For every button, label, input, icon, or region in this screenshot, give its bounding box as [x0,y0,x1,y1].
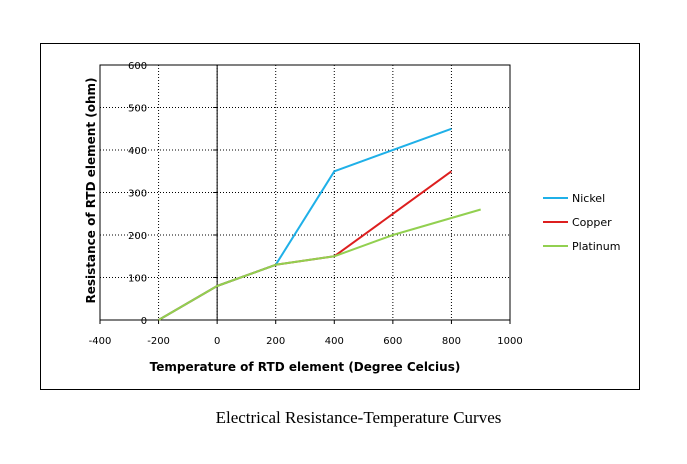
x-tick-label: 800 [442,336,461,347]
x-tick-label: 1000 [497,336,522,347]
legend-label-nickel: Nickel [572,192,605,205]
x-tick-label: 0 [214,336,220,347]
y-tick-label: 0 [141,316,147,327]
x-tick-label: 600 [383,336,402,347]
series-line-platinum [158,208,481,321]
y-tick-label: 300 [128,189,147,200]
x-tick-label: -200 [147,336,170,347]
figure-caption: Electrical Resistance-Temperature Curves [215,408,502,427]
legend-label-platinum: Platinum [572,240,620,253]
y-tick-label: 500 [128,104,147,115]
y-tick-label: 600 [128,61,147,72]
x-axis-title: Temperature of RTD element (Degree Celci… [150,360,461,374]
y-tick-label: 200 [128,231,147,242]
x-tick-label: 200 [266,336,285,347]
y-tick-label: 400 [128,146,147,157]
x-tick-label: 400 [325,336,344,347]
x-tick-label: -400 [89,336,112,347]
legend-label-copper: Copper [572,216,612,229]
y-axis-title: Resistance of RTD element (ohm) [84,77,98,303]
y-tick-label: 100 [128,274,147,285]
